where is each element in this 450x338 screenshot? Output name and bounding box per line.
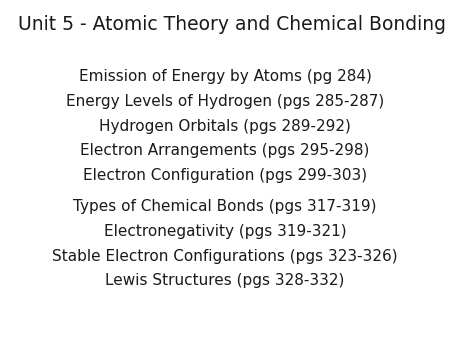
Text: Energy Levels of Hydrogen (pgs 285-287): Energy Levels of Hydrogen (pgs 285-287) [66, 94, 384, 109]
Text: Unit 5 - Atomic Theory and Chemical Bonding: Unit 5 - Atomic Theory and Chemical Bond… [18, 15, 446, 34]
Text: Stable Electron Configurations (pgs 323-326): Stable Electron Configurations (pgs 323-… [52, 249, 398, 264]
Text: Lewis Structures (pgs 328-332): Lewis Structures (pgs 328-332) [105, 273, 345, 288]
Text: Types of Chemical Bonds (pgs 317-319): Types of Chemical Bonds (pgs 317-319) [73, 199, 377, 214]
Text: Hydrogen Orbitals (pgs 289-292): Hydrogen Orbitals (pgs 289-292) [99, 119, 351, 134]
Text: Electronegativity (pgs 319-321): Electronegativity (pgs 319-321) [104, 224, 346, 239]
Text: Electron Configuration (pgs 299-303): Electron Configuration (pgs 299-303) [83, 168, 367, 183]
Text: Electron Arrangements (pgs 295-298): Electron Arrangements (pgs 295-298) [80, 143, 370, 158]
Text: Emission of Energy by Atoms (pg 284): Emission of Energy by Atoms (pg 284) [79, 69, 371, 84]
